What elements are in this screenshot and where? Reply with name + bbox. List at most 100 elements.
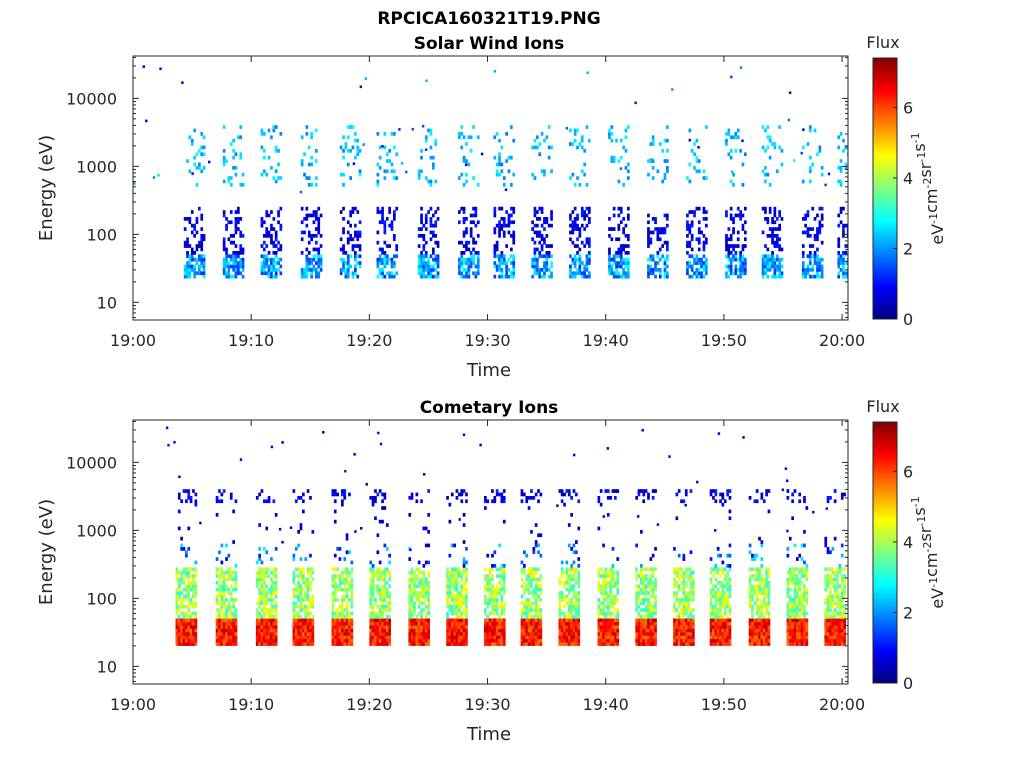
spectrogram-cell [338,625,342,629]
spectrogram-cell [837,261,841,265]
spectrogram-cell [651,581,655,585]
spectrogram-cell [491,567,494,572]
spectrogram-cell [491,628,494,633]
spectrogram-cell [502,499,506,504]
spectrogram-cell [420,220,423,225]
spectrogram-cell [813,257,817,262]
spectrogram-cell [474,223,478,228]
spectrogram-cell [697,146,700,149]
spectrogram-cell [809,234,812,238]
spectrogram-cell [338,574,342,578]
spectrogram-cell [267,230,271,235]
spectrogram-cell [719,615,722,619]
spectrogram-cell [462,594,466,599]
spectrogram-cell [577,628,581,633]
spectrogram-cell [570,574,573,578]
spectrogram-cell [690,254,694,259]
spectrogram-cell [333,499,337,504]
spectrogram-cell [312,210,316,214]
spectrogram-cell [446,618,449,623]
spectrogram-cell [602,608,605,612]
spectrogram-cell [545,261,549,265]
spectrogram-cell [637,584,641,589]
spectrogram-cell [220,618,224,623]
spectrogram-cell [572,567,576,572]
spectrogram-cell [422,625,426,629]
spectrogram-cell [193,264,196,269]
spectrogram-cell [576,237,579,242]
spectrogram-cell [383,176,387,180]
spectrogram-cell [410,604,414,609]
spectrogram-cell [609,611,612,616]
spectrogram-cell [388,210,391,214]
spectrogram-cell [462,268,466,272]
spectrogram-cell [294,594,298,599]
spectrogram-cell [635,577,638,582]
spectrogram-cell [689,642,693,646]
spectrogram-cell [778,247,781,252]
spectrogram-cell [333,567,337,572]
spectrogram-cell [469,213,473,218]
spectrogram-cell [611,611,615,616]
spectrogram-cell [429,274,433,279]
spectrogram-cell [532,642,536,646]
spectrogram-cell [688,274,692,279]
spectrogram-cell [644,611,648,616]
spectrogram-cell [692,628,695,633]
spectrogram-cell [227,261,231,265]
spectrogram-cell [787,118,790,122]
spectrogram-cell [493,254,497,259]
spectrogram-cell [383,587,387,592]
spectrogram-cell [311,642,315,646]
spectrogram-cell [560,489,564,493]
spectrogram-cell [849,261,852,265]
spectrogram-cell [376,257,380,262]
spectrogram-cell [292,632,296,636]
spectrogram-cell [319,257,323,262]
spectrogram-cell [818,230,822,235]
spectrogram-cell [609,591,612,595]
spectrogram-cell [465,492,468,497]
spectrogram-cell [333,581,337,585]
spectrogram-cell [455,618,459,623]
spectrogram-cell [356,237,360,242]
spectrogram-cell [577,638,581,643]
spectrogram-cell [712,628,715,633]
spectrogram-cell [705,223,708,228]
spectrogram-cell [523,587,526,592]
spectrogram-cell [383,598,387,602]
spectrogram-cell [602,581,605,585]
spectrogram-cell [175,598,179,602]
spectrogram-cell [486,642,490,646]
spectrogram-cell [537,598,540,602]
spectrogram-cell [306,618,310,623]
spectrogram-cell [617,179,621,184]
spectrogram-cell [469,149,473,153]
spectrogram-cell [539,615,543,619]
spectrogram-cell [350,570,354,575]
spectrogram-cell [260,591,264,595]
spectrogram-cell [500,632,504,636]
spectrogram-cell [458,261,461,265]
spectrogram-cell [744,152,747,157]
spectrogram-cell [534,492,538,497]
spectrogram-cell [331,584,335,589]
spectrogram-cell [649,240,653,245]
spectrogram-cell [714,499,718,504]
spectrogram-cell [854,261,857,265]
spectrogram-cell [635,567,638,572]
spectrogram-cell [849,207,852,211]
spectrogram-cell [349,223,352,228]
spectrogram-cell [635,543,638,548]
spectrogram-cell [180,632,183,636]
spectrogram-cell [263,234,266,238]
spectrogram-cell [806,213,810,218]
spectrogram-cell [536,268,539,272]
spectrogram-cell [502,234,506,238]
spectrogram-cell [265,172,269,177]
spectrogram-cell [816,227,819,231]
spectrogram-cell [292,621,296,626]
spectrogram-cell [640,632,643,636]
spectrogram-cell [336,628,339,633]
spectrogram-cell [842,251,845,255]
